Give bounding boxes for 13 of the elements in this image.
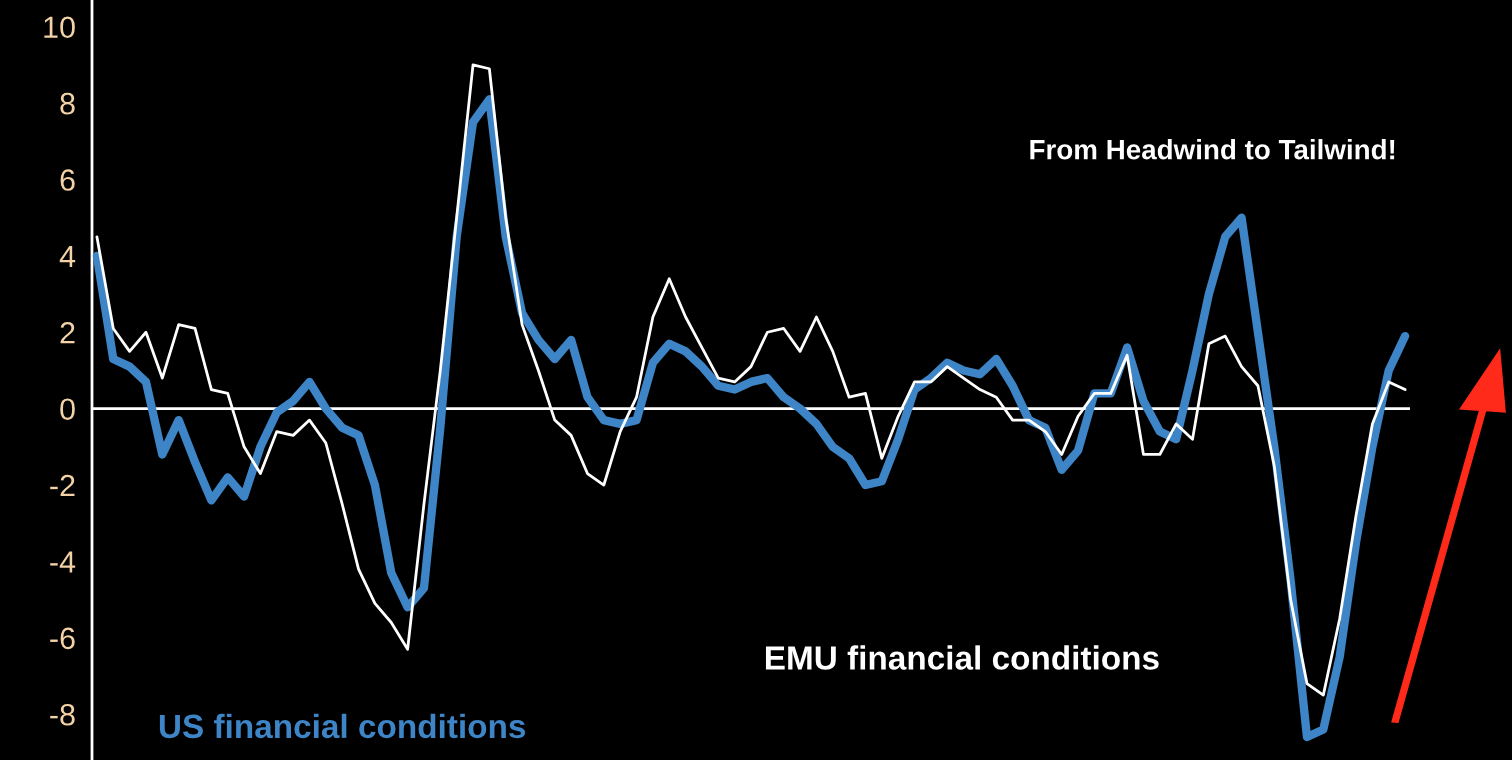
y-tick-label: -4 xyxy=(50,551,76,573)
annotation: From Headwind to Tailwind! xyxy=(1030,139,1395,160)
y-tick-label: 10 xyxy=(44,16,75,39)
y-tick-label: -8 xyxy=(50,703,75,726)
text: US financial conditions xyxy=(159,713,526,739)
y-tick-label: -6 xyxy=(50,627,75,650)
y-tick-label: -2 xyxy=(50,474,75,497)
y-tick-label: 8 xyxy=(60,92,75,115)
y-tick-label: 4 xyxy=(59,245,76,267)
y-tick-label: 0 xyxy=(60,398,75,421)
text: EMU financial conditions xyxy=(765,645,1159,670)
y-tick-label: 6 xyxy=(60,169,75,191)
y-tick-label: 2 xyxy=(60,322,75,344)
